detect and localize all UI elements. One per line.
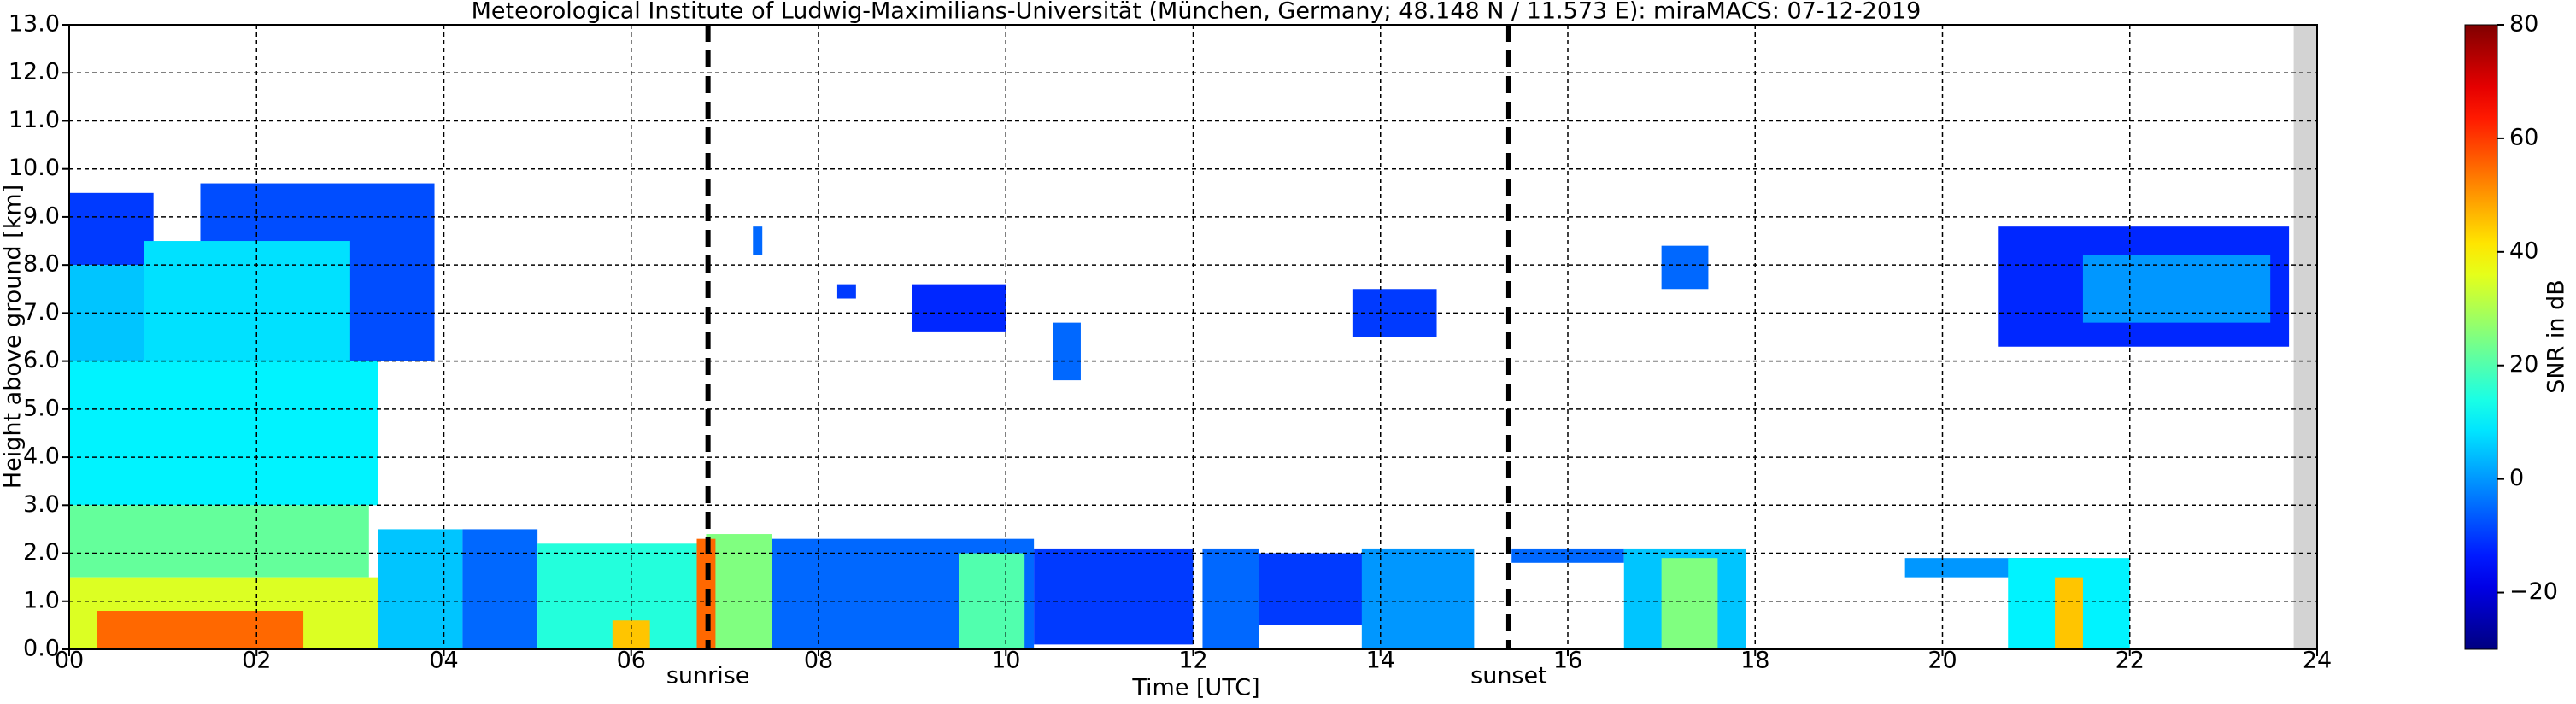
x-tick-label: 04	[429, 648, 458, 674]
x-tick-label: 00	[55, 648, 84, 674]
x-tick-label: 20	[1928, 648, 1957, 674]
echo-cell	[959, 553, 1025, 649]
colorbar-tick-label: −20	[2509, 578, 2558, 605]
y-tick-label: 5.0	[23, 395, 60, 421]
echo-cell	[1661, 245, 1709, 290]
y-tick-label: 3.0	[23, 491, 60, 518]
echo-cell	[378, 529, 463, 649]
colorbar-label: SNR in dB	[2544, 279, 2570, 394]
x-axis-label: Time [UTC]	[1131, 675, 1259, 701]
x-tick-label: 08	[804, 648, 833, 674]
sun-label: sunrise	[666, 663, 750, 689]
y-tick-label: 1.0	[23, 587, 60, 613]
y-tick-label: 9.0	[23, 202, 60, 229]
chart-title: Meteorological Institute of Ludwig-Maxim…	[472, 0, 1922, 25]
echo-cell	[1661, 558, 1718, 649]
echo-cell	[1202, 548, 1259, 649]
x-tick-label: 24	[2303, 648, 2332, 674]
x-tick-label: 06	[617, 648, 646, 674]
echo-cell	[97, 611, 304, 649]
echo-cell	[912, 284, 1006, 332]
y-tick-label: 6.0	[23, 347, 60, 373]
colorbar-tick-label: 40	[2509, 238, 2538, 264]
colorbar-tick-label: 80	[2509, 11, 2538, 38]
sun-label: sunset	[1470, 663, 1547, 689]
echo-cell	[69, 192, 154, 266]
colorbar-tick-label: 0	[2509, 465, 2524, 491]
y-tick-label: 12.0	[9, 59, 60, 85]
x-tick-label: 12	[1178, 648, 1207, 674]
colorbar-tick-label: 20	[2509, 351, 2538, 378]
y-tick-label: 0.0	[23, 636, 60, 662]
x-tick-label: 22	[2115, 648, 2145, 674]
echo-cell	[69, 505, 369, 578]
plot-frame	[68, 24, 2318, 650]
x-tick-label: 16	[1553, 648, 1582, 674]
echo-cell	[836, 284, 856, 299]
echo-cell	[753, 226, 763, 255]
echo-cell	[462, 529, 538, 649]
colorbar	[2464, 24, 2498, 650]
y-tick-label: 13.0	[9, 11, 60, 38]
y-tick-label: 4.0	[23, 443, 60, 470]
echo-cell	[1361, 548, 1475, 649]
echo-cell	[706, 534, 772, 649]
echo-cell	[69, 361, 378, 506]
no-data-band	[2293, 25, 2317, 649]
y-tick-label: 11.0	[9, 107, 60, 133]
echo-cell	[1053, 322, 1081, 381]
y-tick-label: 7.0	[23, 299, 60, 326]
echo-cell	[2055, 577, 2083, 649]
y-tick-label: 2.0	[23, 539, 60, 566]
x-tick-label: 14	[1366, 648, 1395, 674]
x-tick-label: 02	[242, 648, 271, 674]
y-axis-label: Height above ground [km]	[0, 185, 26, 489]
echo-cell	[1034, 548, 1194, 645]
echo-cell	[2082, 255, 2271, 323]
x-tick-label: 18	[1740, 648, 1769, 674]
y-tick-label: 10.0	[9, 155, 60, 181]
x-tick-label: 10	[991, 648, 1020, 674]
echo-cell	[144, 241, 350, 361]
y-tick-label: 8.0	[23, 251, 60, 278]
colorbar-tick-label: 60	[2509, 124, 2538, 150]
